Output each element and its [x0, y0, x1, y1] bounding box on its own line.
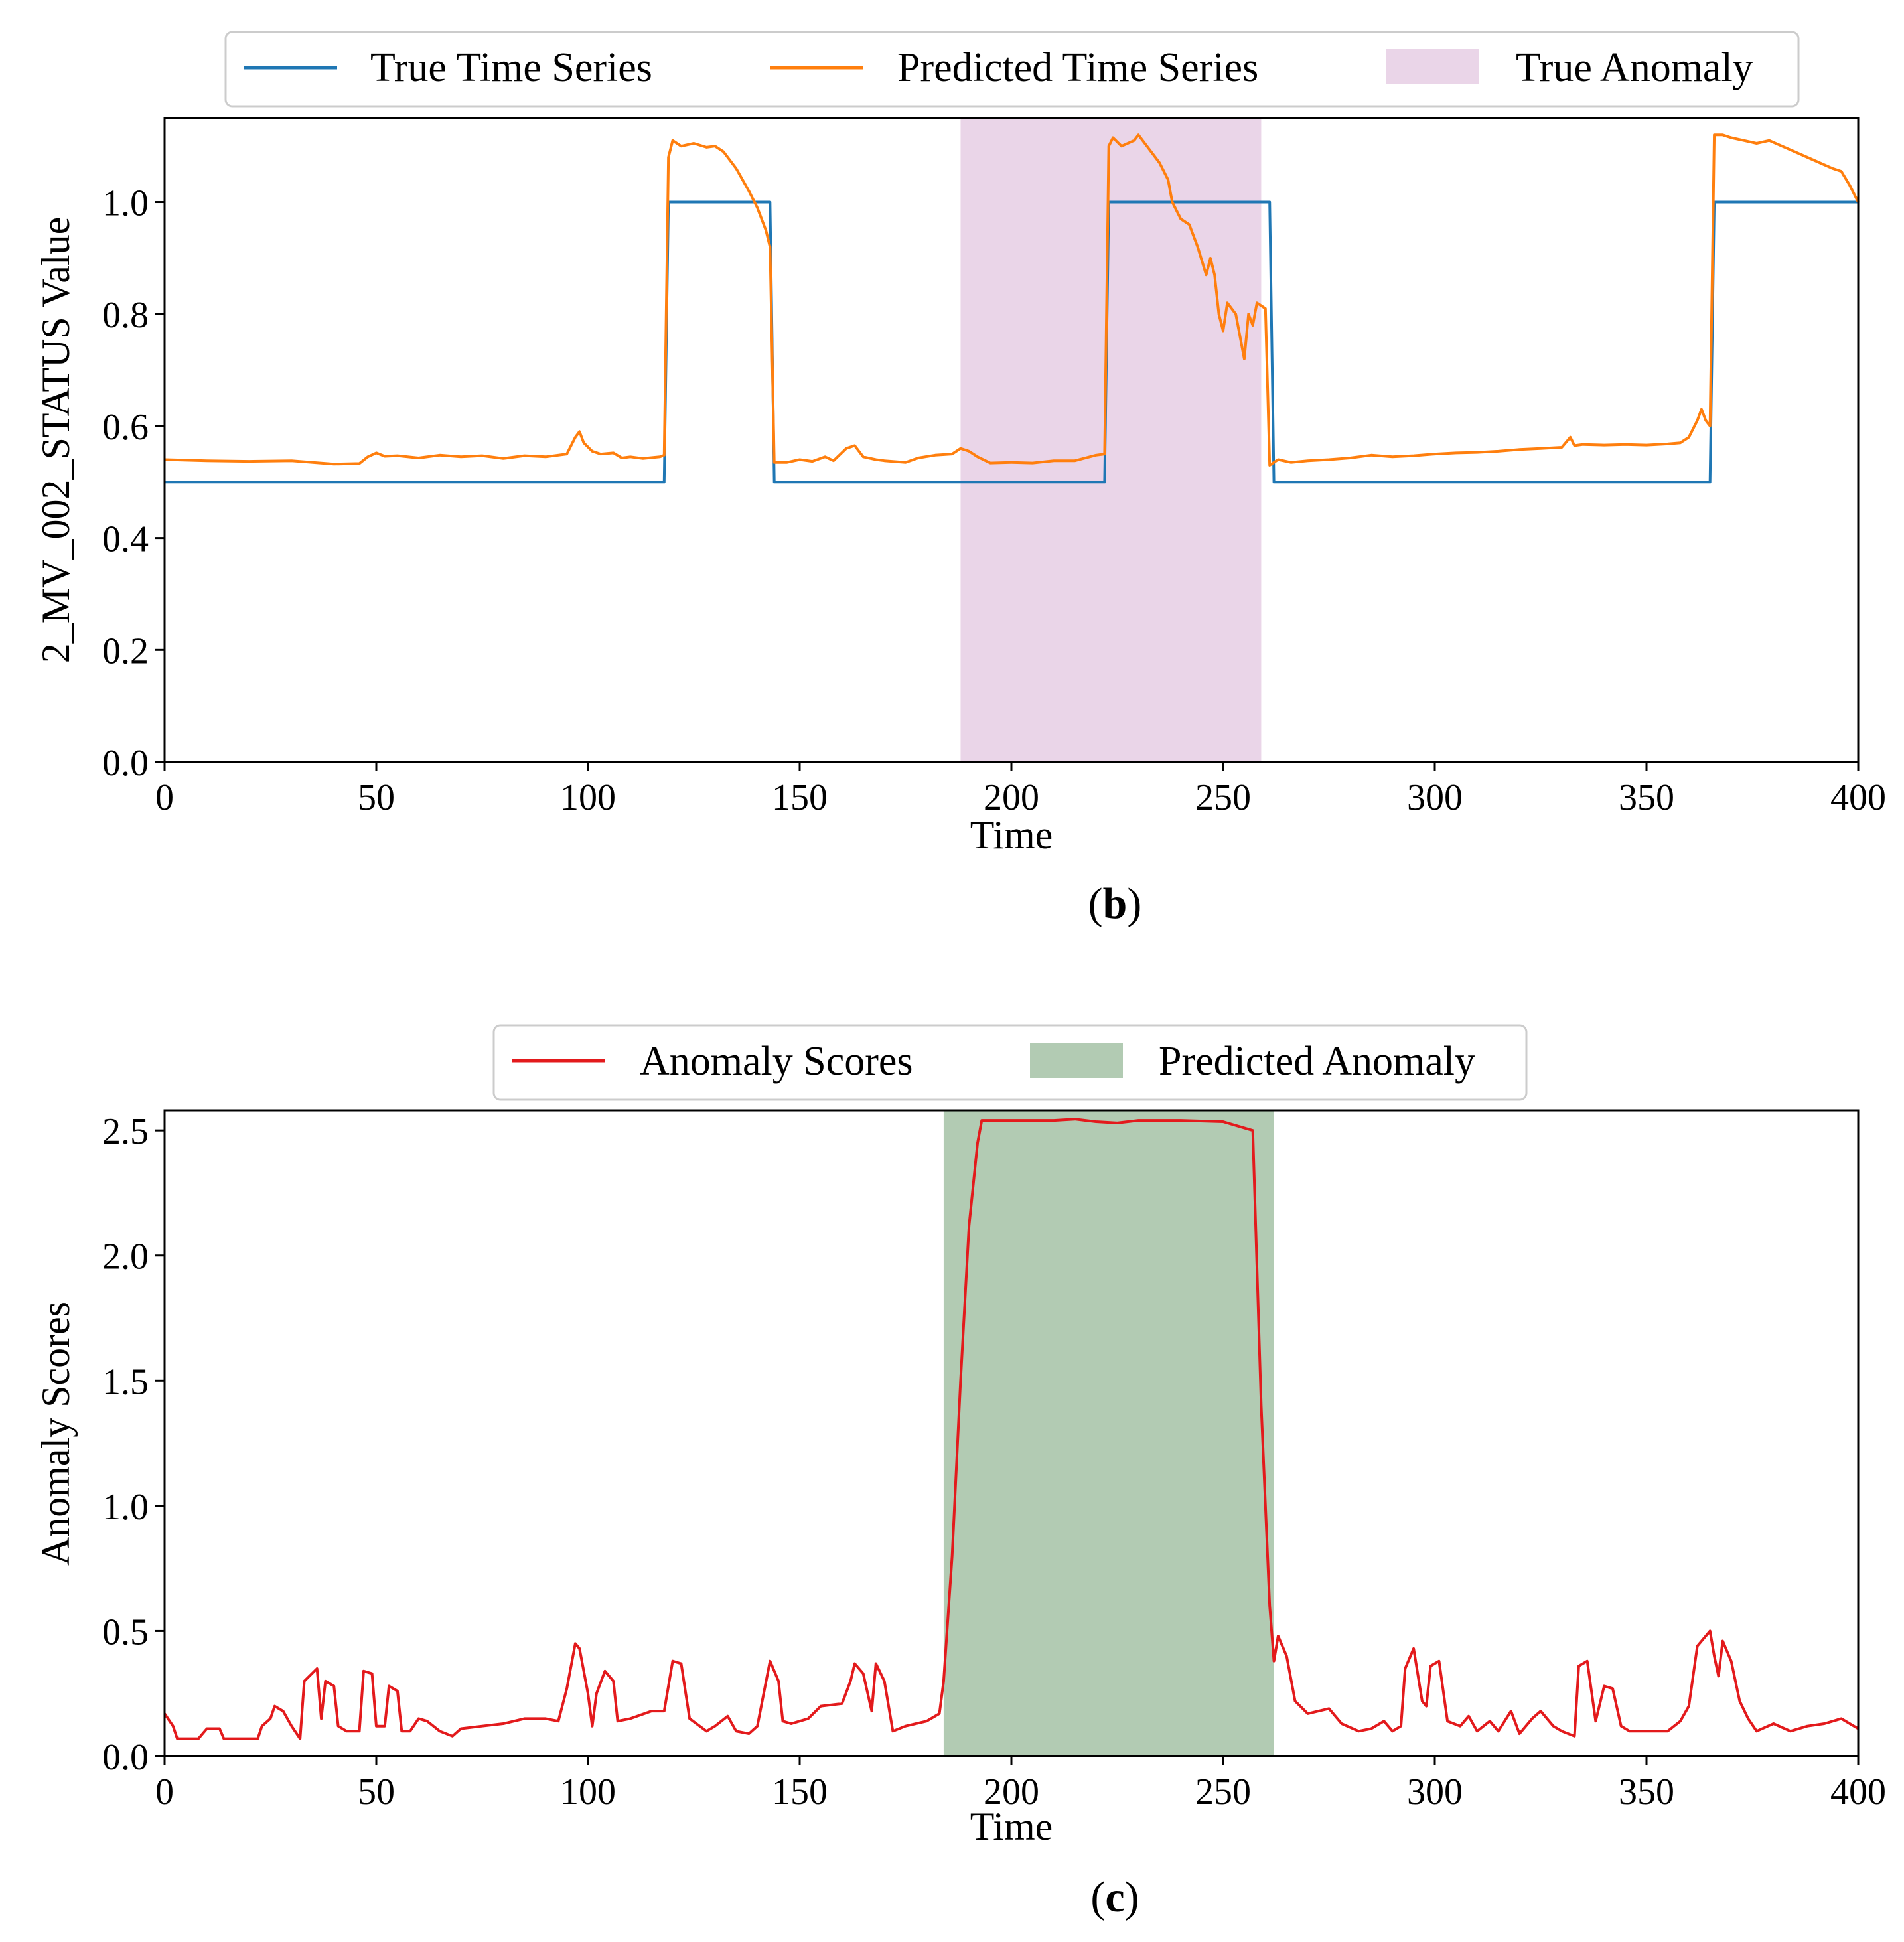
legend-predicted-anomaly-swatch	[1030, 1043, 1123, 1078]
legend-true-time-series-label: True Time Series	[370, 45, 652, 90]
chart-c-caption-letter: c	[1105, 1873, 1124, 1921]
chart-c-ytick-label: 0.5	[102, 1611, 149, 1653]
chart-c-ytick-label: 1.5	[102, 1361, 149, 1402]
chart-c-anomaly-scores: 0 50 100 150 200 250 300 350 400 0.0 0.5 1.0 1.5 2.0…	[34, 1024, 1886, 1921]
chart-c-xtick-label: 100	[560, 1771, 616, 1813]
legend-true-anomaly-swatch	[1386, 49, 1479, 84]
chart-c-xtick-label: 200	[984, 1771, 1039, 1813]
chart-b-xtick-label: 300	[1407, 777, 1463, 818]
chart-b-xtick-label: 350	[1619, 777, 1674, 818]
chart-c-ylabel: Anomaly Scores	[34, 1302, 78, 1566]
chart-c-ytick-label: 1.0	[102, 1487, 149, 1528]
chart-c-ytick-label: 2.5	[102, 1111, 149, 1152]
legend-true-anomaly-label: True Anomaly	[1516, 45, 1753, 90]
chart-c-legend-frame	[492, 1024, 1528, 1101]
chart-b-xtick-label: 400	[1830, 777, 1886, 818]
chart-b-xlabel: Time	[970, 813, 1053, 857]
legend-predicted-anomaly-label: Predicted Anomaly	[1159, 1039, 1475, 1084]
chart-c-xtick-label: 300	[1407, 1771, 1463, 1813]
chart-b-ytick-label: 0.0	[102, 743, 149, 784]
chart-b-xtick-label: 150	[772, 777, 828, 818]
chart-b-shaded-region	[960, 118, 1262, 762]
chart-c-xtick-label: 50	[358, 1771, 395, 1813]
chart-b-ytick-label: 0.2	[102, 631, 149, 672]
chart-c-caption: (c)	[1090, 1873, 1139, 1921]
chart-b-xtick-label: 100	[560, 777, 616, 818]
chart-b-ylabel: 2_MV_002_STATUS Value	[34, 217, 78, 663]
chart-c-xtick-label: 400	[1830, 1771, 1886, 1813]
chart-c-xtick-label: 150	[772, 1771, 828, 1813]
chart-c-xtick-label: 0	[155, 1771, 174, 1813]
chart-b-ytick-label: 0.4	[102, 519, 149, 560]
chart-b-time-series: 0 50 100 150 200 250 300 350 400 0.0 0.2 0.4 0.6 0.8…	[34, 31, 1886, 928]
chart-c-xtick-label: 250	[1195, 1771, 1251, 1813]
chart-c-xtick-label: 350	[1619, 1771, 1674, 1813]
chart-b-ytick-label: 0.8	[102, 295, 149, 336]
chart-b-xtick-label: 50	[358, 777, 395, 818]
chart-b-xtick-label: 200	[984, 777, 1039, 818]
chart-c-legend: Anomaly Scores Predicted Anomaly	[492, 1024, 1528, 1101]
chart-c-xlabel: Time	[970, 1805, 1053, 1848]
legend-anomaly-scores-label: Anomaly Scores	[640, 1039, 913, 1084]
chart-c-caption-open: (	[1090, 1873, 1105, 1921]
chart-b-caption-open: (	[1088, 879, 1103, 928]
chart-c-ytick-label: 2.0	[102, 1236, 149, 1278]
chart-b-series-predicted-time-series	[164, 133, 1860, 467]
chart-c-caption-close: )	[1125, 1873, 1139, 1921]
chart-b-caption-close: )	[1127, 879, 1141, 928]
chart-b-ytick-label: 1.0	[102, 183, 149, 224]
chart-b-xtick-label: 250	[1195, 777, 1251, 818]
chart-b-caption-letter: b	[1103, 879, 1128, 928]
legend-predicted-time-series-label: Predicted Time Series	[897, 45, 1258, 90]
chart-b-xtick-label: 0	[155, 777, 174, 818]
chart-b-caption: (b)	[1088, 879, 1142, 928]
chart-c-shaded-region	[943, 1110, 1274, 1756]
chart-c-series-anomaly-scores	[163, 1118, 1860, 1740]
chart-b-legend: True Time Series Predicted Time Series T…	[224, 31, 1800, 108]
chart-b-ytick-label: 0.6	[102, 407, 149, 448]
chart-c-ytick-label: 0.0	[102, 1737, 149, 1778]
